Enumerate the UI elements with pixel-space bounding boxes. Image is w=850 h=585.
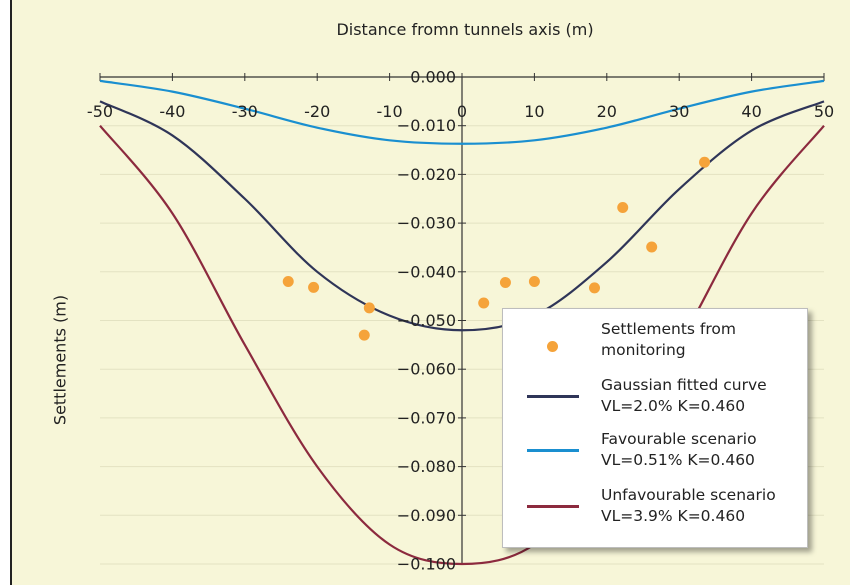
legend-dot-icon	[547, 341, 558, 352]
legend-label-line2: VL=2.0% K=0.460	[601, 397, 746, 415]
tick-labels: -50 -40 -30 -20 -10 0 10 20 30 40 50 0.000 −0.010 −0.…	[87, 68, 834, 574]
monitoring-point	[478, 297, 490, 309]
x-tick-label: -50	[87, 102, 113, 121]
monitoring-point	[699, 156, 711, 168]
monitoring-point	[646, 241, 658, 253]
monitoring-point	[282, 276, 294, 288]
monitoring-point	[617, 202, 629, 214]
x-tick-label: -40	[159, 102, 185, 121]
y-axis-title: Settlements (m)	[50, 294, 70, 426]
gaussian-fitted-curve	[99, 100, 825, 332]
x-tick-label: 30	[669, 102, 689, 121]
legend-line-icon	[527, 449, 579, 452]
series-layer	[99, 79, 825, 566]
legend-line-icon	[527, 395, 579, 398]
x-tick-label: -30	[232, 102, 258, 121]
monitoring-point	[363, 302, 375, 314]
monitoring-point	[588, 282, 600, 294]
y-tick-label: −0.070	[397, 408, 456, 427]
legend-label-line2: monitoring	[601, 341, 686, 359]
legend-label: Settlements from monitoring	[601, 319, 801, 361]
monitoring-point	[528, 276, 540, 288]
y-tick-label: −0.100	[397, 555, 456, 574]
legend-line-icon	[527, 505, 579, 508]
y-tick-label: −0.050	[397, 311, 456, 330]
y-tick-label: −0.020	[397, 165, 456, 184]
x-axis-title: Distance fromn tunnels axis (m)	[336, 20, 594, 39]
legend-label-line2: VL=0.51% K=0.460	[601, 451, 755, 469]
unfavourable-scenario-curve	[99, 124, 825, 566]
y-tick-label: −0.030	[397, 214, 456, 233]
legend-label: Favourable scenario VL=0.51% K=0.460	[601, 429, 801, 471]
x-tick-label: -10	[377, 102, 403, 121]
legend-label-line2: VL=3.9% K=0.460	[601, 507, 746, 525]
y-tick-label: −0.090	[397, 506, 456, 525]
page-border	[0, 0, 12, 585]
x-tick-label: 40	[741, 102, 761, 121]
x-tick-label: -20	[304, 102, 330, 121]
x-tick-label: 0	[457, 102, 467, 121]
x-tick-label: 50	[814, 102, 834, 121]
legend-label-line1: Settlements from	[601, 320, 736, 338]
monitoring-point	[499, 277, 511, 289]
legend: Settlements from monitoring Gaussian fit…	[502, 308, 808, 548]
legend-label: Unfavourable scenario VL=3.9% K=0.460	[601, 485, 801, 527]
monitoring-point	[308, 281, 320, 293]
y-tick-label: −0.060	[397, 360, 456, 379]
y-tick-label: 0.000	[410, 68, 456, 87]
favourable-scenario-curve	[99, 79, 825, 145]
x-tick-label: 20	[597, 102, 617, 121]
legend-label-line1: Favourable scenario	[601, 430, 757, 448]
y-tick-label: −0.040	[397, 262, 456, 281]
legend-label-line1: Gaussian fitted curve	[601, 376, 767, 394]
axes	[99, 73, 825, 565]
y-tick-label: −0.010	[397, 116, 456, 135]
monitoring-point	[358, 329, 370, 341]
y-tick-label: −0.080	[397, 457, 456, 476]
x-tick-label: 10	[524, 102, 544, 121]
legend-label-line1: Unfavourable scenario	[601, 486, 776, 504]
legend-label: Gaussian fitted curve VL=2.0% K=0.460	[601, 375, 801, 417]
